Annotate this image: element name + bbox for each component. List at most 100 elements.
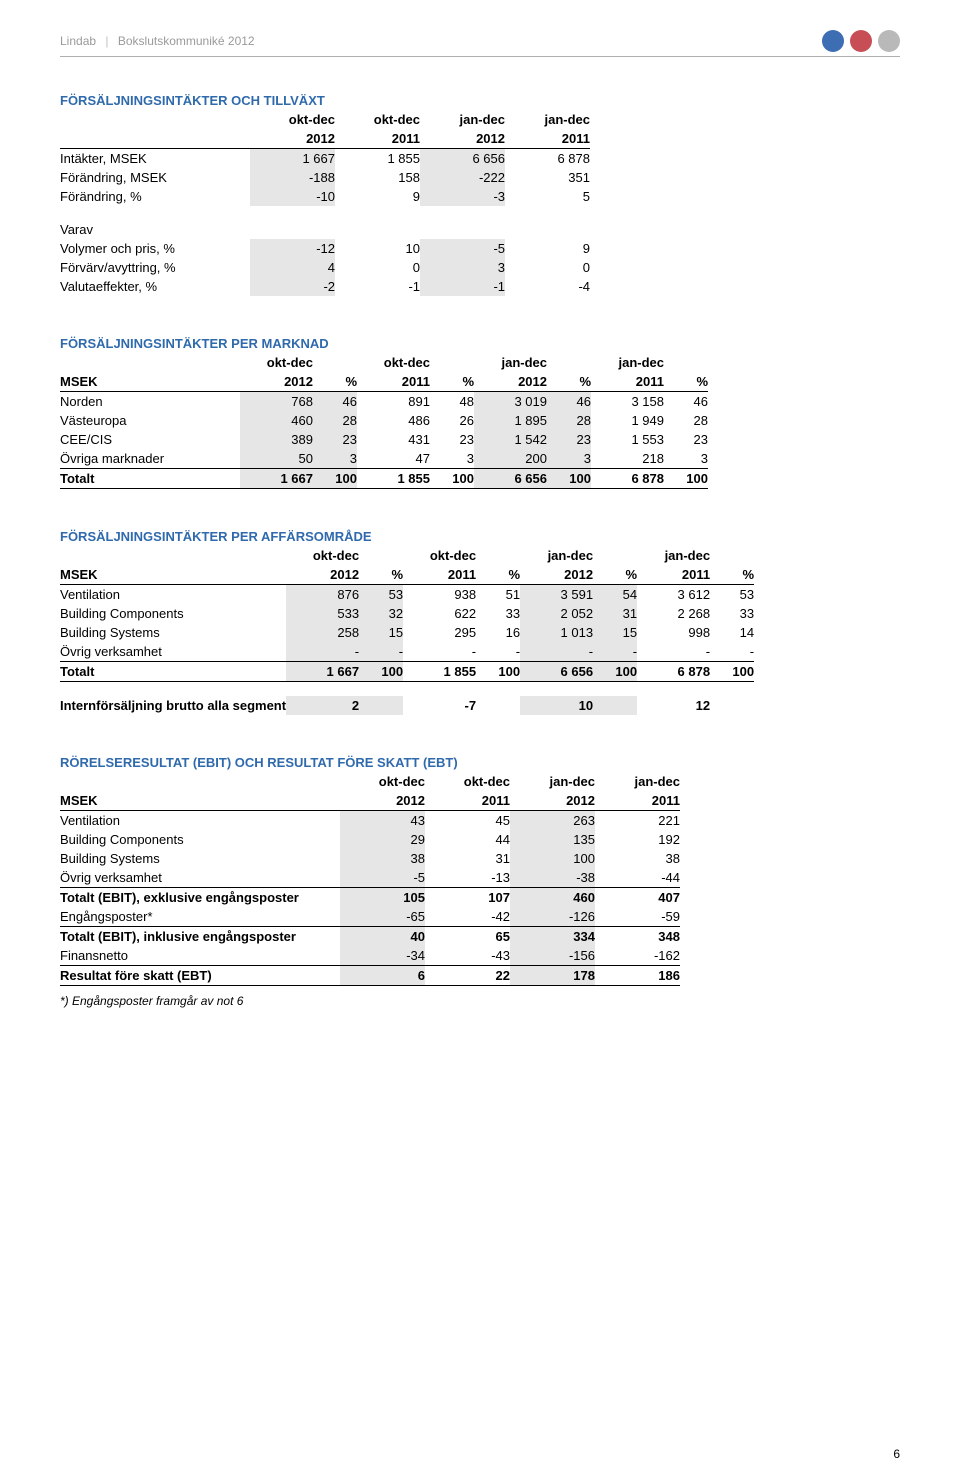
cell: 6 656 <box>420 149 505 169</box>
cell: 9 <box>335 187 420 206</box>
col-hdr: 2012 <box>250 129 335 149</box>
cell: Övrig verksamhet <box>60 642 286 662</box>
col-hdr: 2012 <box>286 565 359 585</box>
section-title: FÖRSÄLJNINGSINTÄKTER PER AFFÄRSOMRÅDE <box>60 529 900 544</box>
section-business-area: FÖRSÄLJNINGSINTÄKTER PER AFFÄRSOMRÅDE ok… <box>60 529 900 715</box>
table-row: Totalt (EBIT), exklusive engångsposter10… <box>60 888 680 908</box>
col-hdr: % <box>359 565 403 585</box>
cell: 0 <box>505 258 590 277</box>
cell: 460 <box>240 411 313 430</box>
cell: 28 <box>664 411 708 430</box>
cell: 44 <box>425 830 510 849</box>
cell: 31 <box>425 849 510 868</box>
cell: 12 <box>637 696 710 715</box>
table-row: Totalt1 6671001 8551006 6561006 878100 <box>60 662 754 682</box>
cell: 38 <box>595 849 680 868</box>
cell: 1 667 <box>250 149 335 169</box>
col-hdr: % <box>313 372 357 392</box>
cell: 43 <box>340 811 425 831</box>
table-row: Övrig verksamhet-------- <box>60 642 754 662</box>
cell <box>505 220 590 239</box>
cell: 53 <box>710 585 754 605</box>
cell: -2 <box>250 277 335 296</box>
cell: 389 <box>240 430 313 449</box>
cell <box>60 206 250 220</box>
col-hdr: 2011 <box>505 129 590 149</box>
cell <box>476 696 520 715</box>
cell: 6 878 <box>591 469 664 489</box>
col-hdr: 2012 <box>510 791 595 811</box>
cell: -162 <box>595 946 680 966</box>
col-hdr: okt-dec <box>335 110 420 129</box>
cell: 15 <box>593 623 637 642</box>
cell: Building Components <box>60 830 340 849</box>
cell: 15 <box>359 623 403 642</box>
cell <box>335 220 420 239</box>
table-growth: okt-dec okt-dec jan-dec jan-dec 2012 201… <box>60 110 590 296</box>
col-hdr: jan-dec <box>595 772 680 791</box>
cell: 135 <box>510 830 595 849</box>
cell: 9 <box>505 239 590 258</box>
col-hdr: okt-dec <box>340 772 425 791</box>
table-row: MSEK 2012 % 2011 % 2012 % 2011 % <box>60 565 754 585</box>
section-growth: FÖRSÄLJNINGSINTÄKTER OCH TILLVÄXT okt-de… <box>60 93 900 296</box>
table-row: Övriga marknader50347320032183 <box>60 449 708 469</box>
cell: - <box>520 642 593 662</box>
col-hdr: 2011 <box>335 129 420 149</box>
cell: Totalt (EBIT), inklusive engångsposter <box>60 927 340 947</box>
cell: 16 <box>476 623 520 642</box>
table-row: okt-dec okt-dec jan-dec jan-dec <box>60 110 590 129</box>
table-row: okt-dec okt-dec jan-dec jan-dec <box>60 546 754 565</box>
cell <box>250 220 335 239</box>
cell: 10 <box>335 239 420 258</box>
cell: 460 <box>510 888 595 908</box>
cell: 1 855 <box>357 469 430 489</box>
col-hdr: % <box>710 565 754 585</box>
header-text: Lindab | Bokslutskommuniké 2012 <box>60 34 255 48</box>
cell: Förändring, % <box>60 187 250 206</box>
cell: -7 <box>403 696 476 715</box>
cell: 53 <box>359 585 403 605</box>
cell: 3 <box>420 258 505 277</box>
col-hdr: % <box>593 565 637 585</box>
cell: 1 855 <box>403 662 476 682</box>
cell <box>710 682 754 697</box>
table-row: Norden76846891483 019463 15846 <box>60 392 708 412</box>
cell: 45 <box>425 811 510 831</box>
cell: 221 <box>595 811 680 831</box>
dot-blue <box>822 30 844 52</box>
col-hdr: % <box>430 372 474 392</box>
section-title: FÖRSÄLJNINGSINTÄKTER PER MARKNAD <box>60 336 900 351</box>
col-hdr: 2012 <box>240 372 313 392</box>
cell: 431 <box>357 430 430 449</box>
cell: 938 <box>403 585 476 605</box>
cell <box>420 220 505 239</box>
cell: - <box>593 642 637 662</box>
cell: -42 <box>425 907 510 927</box>
cell: 334 <box>510 927 595 947</box>
table-row: CEE/CIS38923431231 542231 55323 <box>60 430 708 449</box>
cell <box>60 682 286 697</box>
cell: -1 <box>420 277 505 296</box>
cell: -5 <box>420 239 505 258</box>
cell: 100 <box>476 662 520 682</box>
cell: 23 <box>430 430 474 449</box>
cell: 218 <box>591 449 664 469</box>
cell: 258 <box>286 623 359 642</box>
cell: 351 <box>505 168 590 187</box>
cell: 100 <box>664 469 708 489</box>
col-hdr: MSEK <box>60 791 340 811</box>
col-hdr: jan-dec <box>591 353 664 372</box>
table-row: Förändring, MSEK-188158-222351 <box>60 168 590 187</box>
cell: 186 <box>595 966 680 986</box>
cell <box>359 696 403 715</box>
cell: 26 <box>430 411 474 430</box>
cell: 33 <box>476 604 520 623</box>
cell: 1 542 <box>474 430 547 449</box>
col-hdr: okt-dec <box>403 546 476 565</box>
cell: Västeuropa <box>60 411 240 430</box>
cell: -156 <box>510 946 595 966</box>
cell: 178 <box>510 966 595 986</box>
section-market: FÖRSÄLJNINGSINTÄKTER PER MARKNAD okt-dec… <box>60 336 900 489</box>
cell <box>710 696 754 715</box>
